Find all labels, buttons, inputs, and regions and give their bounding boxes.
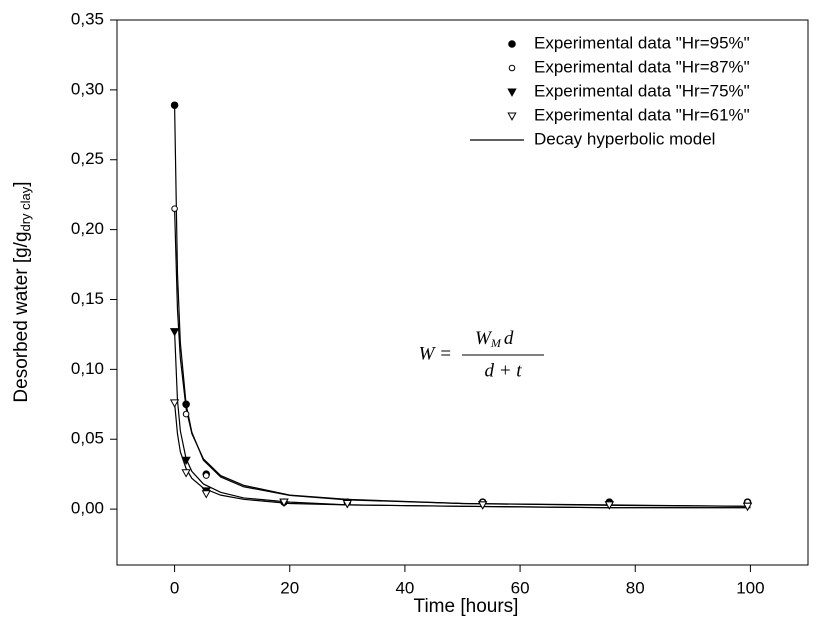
x-tick-label: 100 (736, 578, 764, 597)
legend-label: Experimental data "Hr=95%" (534, 33, 750, 52)
legend-marker (507, 88, 517, 97)
point (201, 490, 211, 499)
point (342, 500, 352, 509)
point (170, 101, 179, 110)
point (202, 472, 210, 479)
point (182, 400, 190, 409)
equation: W = WM d d + t (419, 328, 544, 381)
y-tick-label: 0,30 (71, 79, 104, 98)
legend-marker (508, 40, 516, 48)
model-curve (173, 331, 751, 509)
y-tick-label: 0,25 (71, 149, 104, 168)
equation-numerator-tail: d (504, 328, 514, 349)
point (171, 205, 178, 212)
y-tick-label: 0,00 (71, 499, 104, 518)
x-tick-label: 40 (395, 578, 414, 597)
y-tick-label: 0,20 (71, 219, 104, 238)
point (181, 469, 191, 478)
x-tick-label: 20 (280, 578, 299, 597)
legend-label: Experimental data "Hr=75%" (534, 81, 750, 100)
model-curve (173, 402, 751, 509)
model-curve (173, 105, 751, 507)
x-axis-title: Time [hours] (414, 596, 519, 617)
equation-numerator-w: W (475, 328, 493, 349)
y-axis-title-main: Desorbed water [g/g (11, 231, 32, 402)
point (604, 501, 614, 510)
y-tick-label: 0,05 (71, 429, 104, 448)
y-tick-label: 0,10 (71, 359, 104, 378)
legend-marker (507, 112, 517, 121)
y-tick-label: 0,35 (71, 9, 104, 28)
y-axis-title: Desorbed water [g/gdry clay] (11, 181, 33, 402)
point (181, 456, 191, 466)
equation-numerator-sub: M (490, 336, 502, 350)
x-tick-label: 60 (511, 578, 530, 597)
legend-label: Experimental data "Hr=61%" (534, 105, 750, 124)
equation-numerator: WM d (475, 328, 514, 349)
point (169, 399, 180, 408)
point (478, 501, 488, 510)
equation-denominator: d + t (484, 360, 522, 381)
plot-frame (116, 19, 809, 566)
point (169, 328, 180, 337)
point (742, 502, 753, 512)
y-axis-title-sub: dry clay (18, 186, 33, 231)
point (279, 498, 289, 507)
point (182, 410, 190, 418)
equation-lhs: W = (419, 343, 452, 364)
x-tick-label: 80 (626, 578, 645, 597)
legend-label: Experimental data "Hr=87%" (534, 57, 750, 76)
legend-label: Decay hyperbolic model (534, 129, 715, 148)
x-tick-label: 0 (170, 578, 179, 597)
y-tick-label: 0,15 (71, 289, 104, 308)
legend-marker (508, 64, 516, 72)
model-curve (173, 208, 751, 507)
y-axis-title-end: ] (11, 181, 32, 186)
